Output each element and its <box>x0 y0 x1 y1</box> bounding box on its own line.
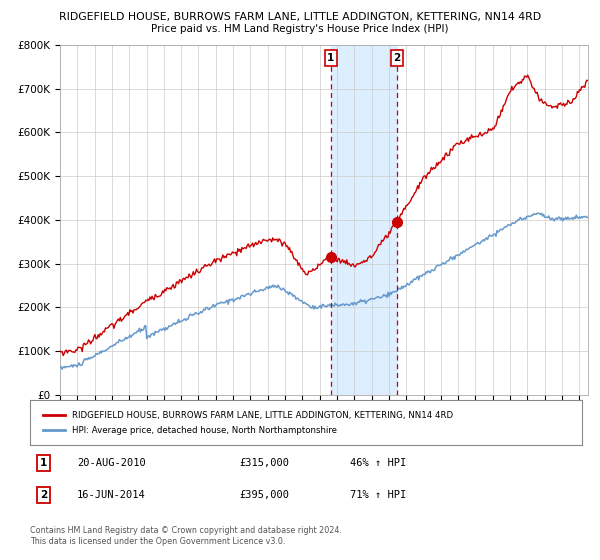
Text: 2: 2 <box>393 53 401 63</box>
Text: 71% ↑ HPI: 71% ↑ HPI <box>350 490 406 500</box>
Text: 16-JUN-2014: 16-JUN-2014 <box>77 490 146 500</box>
Text: 2: 2 <box>40 490 47 500</box>
Text: 1: 1 <box>327 53 334 63</box>
Text: Price paid vs. HM Land Registry's House Price Index (HPI): Price paid vs. HM Land Registry's House … <box>151 24 449 34</box>
Text: 20-AUG-2010: 20-AUG-2010 <box>77 458 146 468</box>
Text: Contains HM Land Registry data © Crown copyright and database right 2024.
This d: Contains HM Land Registry data © Crown c… <box>30 526 342 546</box>
Bar <box>331 45 397 395</box>
Text: £315,000: £315,000 <box>240 458 290 468</box>
Text: 1: 1 <box>40 458 47 468</box>
Text: RIDGEFIELD HOUSE, BURROWS FARM LANE, LITTLE ADDINGTON, KETTERING, NN14 4RD: RIDGEFIELD HOUSE, BURROWS FARM LANE, LIT… <box>59 12 541 22</box>
Text: 46% ↑ HPI: 46% ↑ HPI <box>350 458 406 468</box>
Text: £395,000: £395,000 <box>240 490 290 500</box>
Legend: RIDGEFIELD HOUSE, BURROWS FARM LANE, LITTLE ADDINGTON, KETTERING, NN14 4RD, HPI:: RIDGEFIELD HOUSE, BURROWS FARM LANE, LIT… <box>40 407 456 438</box>
